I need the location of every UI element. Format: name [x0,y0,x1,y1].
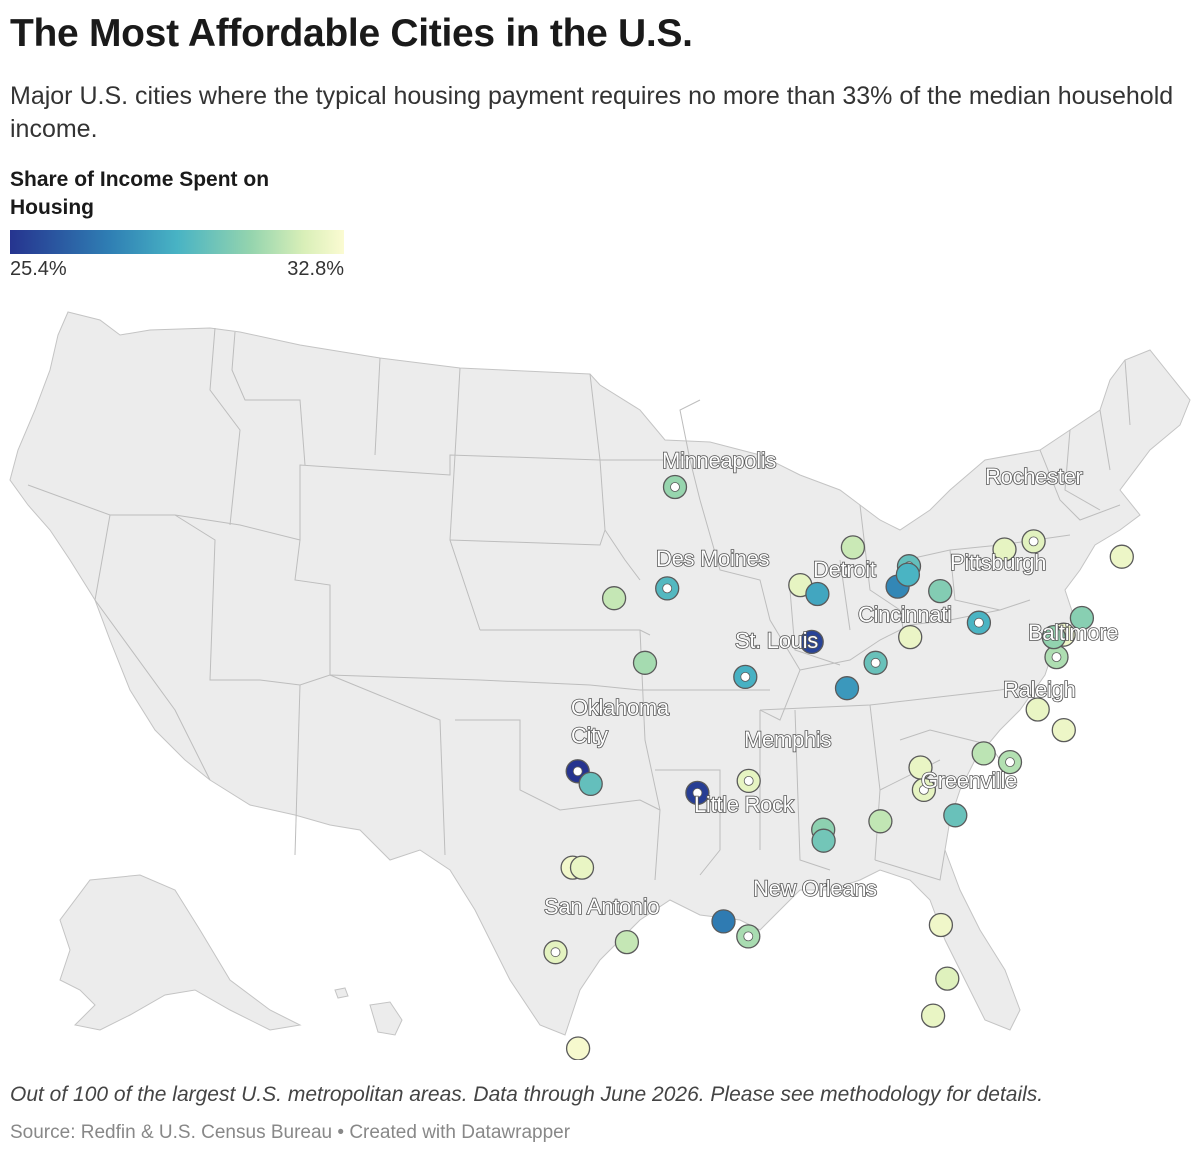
city-marker[interactable] [578,771,603,797]
city-markers [543,474,1134,1060]
legend-gradient-bar [10,230,344,254]
city-marker-center [974,617,984,628]
source-credit: Source: Redfin & U.S. Census Bureau • Cr… [10,1122,571,1143]
city-marker-center [1005,757,1015,768]
city-marker[interactable] [1041,624,1066,650]
legend-title: Share of Income Spent on Housing [10,168,270,219]
label-baltimore: Baltimore [1028,620,1118,645]
city-marker[interactable] [840,535,866,560]
city-marker[interactable] [895,562,921,587]
chart-title: The Most Affordable Cities in the U.S. [10,12,693,55]
city-marker-center [550,947,561,958]
city-marker[interactable] [632,650,658,675]
legend-labels: 25.4% 32.8% [10,258,344,286]
label-san-antonio: San Antonio [544,894,659,919]
map-land [9,311,1191,1036]
city-marker-center [572,766,583,777]
us-map: Minneapolis Rochester Des Moines Detroit… [9,311,1191,1060]
label-greenville: Greenville [921,768,1017,793]
city-marker[interactable] [920,1003,946,1028]
label-pittsburgh: Pittsburgh [950,550,1046,575]
contiguous-us-shape [9,311,1191,1036]
city-marker[interactable] [898,624,923,650]
city-marker-center [662,583,673,594]
city-marker-center [870,657,881,668]
label-raleigh: Raleigh [1003,677,1076,702]
city-marker[interactable] [565,1036,591,1060]
city-marker[interactable] [935,966,960,991]
city-marker-center [1028,536,1039,547]
city-marker[interactable] [1109,544,1134,569]
city-marker[interactable] [601,586,627,611]
hawaii-shape [369,1001,403,1036]
city-marker[interactable] [811,828,836,853]
city-marker[interactable] [711,909,736,934]
label-new-orleans: New Orleans [753,876,877,901]
legend-min-label: 25.4% [10,258,67,280]
city-marker-center [740,671,751,682]
label-st-louis: St. Louis [735,628,818,653]
city-marker[interactable] [614,929,640,955]
label-oklahoma-city: Oklahoma City [571,695,670,748]
city-marker[interactable] [971,741,996,766]
city-marker[interactable] [799,629,824,655]
city-marker-center [670,482,680,492]
city-marker[interactable] [1025,697,1050,722]
city-marker-center [743,931,754,942]
label-rochester: Rochester [985,464,1083,489]
city-marker[interactable] [992,537,1017,562]
label-minneapolis: Minneapolis [662,448,776,473]
label-detroit: Detroit [813,557,876,582]
legend-max-label: 32.8% [287,258,344,280]
label-little-rock: Little Rock [694,792,795,817]
label-cincinnati: Cincinnati [858,602,952,627]
city-marker-center [919,784,929,795]
city-marker[interactable] [1069,605,1095,631]
city-marker[interactable] [908,755,933,780]
hawaii-island-small [334,987,349,999]
state-borders [27,327,1131,881]
footnote: Out of 100 of the largest U.S. metropoli… [10,1083,1044,1106]
label-des-moines: Des Moines [656,546,769,571]
city-marker[interactable] [1051,717,1076,743]
chart-subtitle: Major U.S. cities where the typical hous… [10,82,1174,143]
city-marker-center [743,775,754,786]
city-marker[interactable] [805,581,830,607]
city-marker[interactable] [928,578,953,604]
color-legend: Share of Income Spent on Housing 25.4% 3… [10,166,350,286]
city-marker-center [1051,652,1062,663]
city-marker[interactable] [569,855,595,880]
city-labels: Minneapolis Rochester Des Moines Detroit… [543,447,1119,920]
city-marker-center [692,787,703,798]
label-memphis: Memphis [744,727,831,752]
city-marker[interactable] [943,803,968,828]
alaska-shape [59,874,302,1031]
city-marker[interactable] [868,809,893,834]
city-marker[interactable] [928,912,954,938]
city-marker[interactable] [834,676,860,701]
